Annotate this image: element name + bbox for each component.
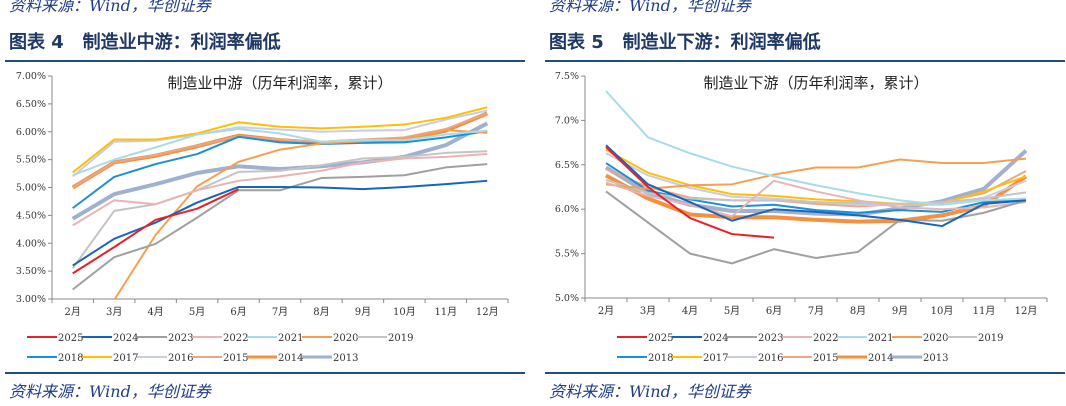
y-tick-label: 5.0% [555,293,579,304]
legend-label-2017: 2017 [703,353,728,364]
y-tick-label: 7.5% [555,71,579,82]
series-line-2015 [72,112,488,189]
series-line-2025 [72,188,239,275]
x-tick-label: 12月 [476,306,499,318]
y-tick-label: 3.50% [16,266,46,277]
legend-label-2013: 2013 [333,353,358,364]
legend-label-2015: 2015 [813,353,838,364]
series-line-2017 [72,106,488,174]
x-tick-label: 7月 [272,306,288,318]
legend-label-2025: 2025 [58,333,83,344]
legend-label-2019: 2019 [388,333,413,344]
y-tick-label: 4.50% [16,210,46,221]
x-tick-label: 2月 [598,305,614,317]
x-tick-label: 9月 [355,306,371,318]
series-line-2020 [605,157,1027,190]
legend-label-2020: 2020 [333,333,358,344]
legend-label-2015: 2015 [223,353,248,364]
legend-label-2016: 2016 [758,353,783,364]
y-tick-label: 5.50% [16,155,46,166]
y-tick-label: 6.50% [16,99,46,110]
legend-label-2019: 2019 [978,333,1003,344]
footer-rule [545,372,1065,374]
x-tick-label: 5月 [724,305,740,317]
figure-title: 图表 4 制造业中游：利润率偏低 [9,32,281,53]
legend-label-2013: 2013 [923,353,948,364]
panel-downstream: 资料来源：Wind，华创证券 图表 5 制造业下游：利润率偏低 5.0% 5.5%… [545,0,1065,406]
x-tick-label: 8月 [850,305,866,317]
legend-label-2024: 2024 [703,333,728,344]
series-line-2019 [71,150,488,269]
y-tick-label: 6.00% [16,127,46,138]
x-tick-label: 3月 [640,305,656,317]
legend-label-2018: 2018 [58,353,83,364]
legend-label-2021: 2021 [278,333,303,344]
legend-label-2022: 2022 [813,333,838,344]
series-line-2023 [72,163,488,291]
y-tick-label: 3.00% [16,294,46,305]
series-line-2024 [605,144,1027,228]
legend-label-2014: 2014 [868,353,893,364]
series-line-2017 [605,148,1027,205]
panel-midstream: 资料来源：Wind，华创证券 图表 4 制造业中游：利润率偏低 3.00% 3.5… [5,0,525,406]
figure-title: 图表 5 制造业下游：利润率偏低 [549,32,821,53]
chart-downstream: 5.0% 5.5% 6.0% 6.5% 7.0% 7.5% 2月 3月 4月 5月 6月 7月 8月 9月… [555,71,1048,364]
x-tick-label: 5月 [189,306,205,318]
y-tick-label: 4.00% [16,238,46,249]
legend-label-2021: 2021 [868,333,893,344]
series-line-2021 [72,127,488,177]
x-tick-label: 6月 [766,305,782,317]
series-line-2020 [113,129,488,299]
x-tick-label: 11月 [434,306,457,318]
top-source-cut: 资料来源：Wind，华创证券 [9,0,211,15]
y-tick-label: 5.00% [16,183,46,194]
x-tick-label: 8月 [313,306,329,318]
x-tick-label: 2月 [65,306,81,318]
source-note: 资料来源：Wind，华创证券 [9,382,211,401]
y-tick-label: 6.0% [555,204,579,215]
series-line-2013 [71,121,489,221]
y-tick-label: 7.00% [16,71,46,82]
series-line-2016 [72,109,488,178]
x-tick-label: 10月 [931,305,954,317]
series-line-2022 [72,153,488,227]
y-tick-label: 6.5% [555,160,579,171]
top-source-cut: 资料来源：Wind，华创证券 [549,0,751,15]
legend-label-2014: 2014 [278,353,303,364]
x-tick-label: 7月 [808,305,824,317]
chart-title: 制造业中游（历年利润率，累计） [167,74,392,92]
x-tick-label: 6月 [230,306,246,318]
y-tick-label: 7.0% [555,115,579,126]
legend-label-2025: 2025 [648,333,673,344]
legend-label-2024: 2024 [113,333,138,344]
series-line-2021 [605,90,1027,206]
x-tick-label: 11月 [973,305,996,317]
x-tick-label: 4月 [147,306,163,318]
title-rule [545,60,1065,62]
legend-label-2023: 2023 [758,333,783,344]
chart-midstream: 3.00% 3.50% 4.00% 4.50% 5.00% 5.50% 6.00% 6.50%… [16,71,509,364]
y-tick-label: 5.5% [555,249,579,260]
footer-rule [5,372,525,374]
legend-label-2016: 2016 [168,353,193,364]
legend-label-2018: 2018 [648,353,673,364]
x-tick-label: 12月 [1015,305,1038,317]
series-line-2024 [72,179,488,267]
x-tick-label: 3月 [106,306,122,318]
x-tick-label: 4月 [682,305,698,317]
source-note: 资料来源：Wind，华创证券 [549,382,751,401]
x-tick-label: 9月 [892,305,908,317]
series-line-2022 [605,179,1027,218]
legend-label-2022: 2022 [223,333,248,344]
title-rule [5,60,525,62]
series-line-2025 [605,146,775,239]
legend-label-2023: 2023 [168,333,193,344]
legend-label-2017: 2017 [113,353,138,364]
series-line-2014 [605,173,1028,224]
legend-label-2020: 2020 [923,333,948,344]
chart-title: 制造业下游（历年利润率，累计） [703,74,928,92]
x-tick-label: 10月 [393,306,416,318]
series-line-2018 [72,130,488,209]
